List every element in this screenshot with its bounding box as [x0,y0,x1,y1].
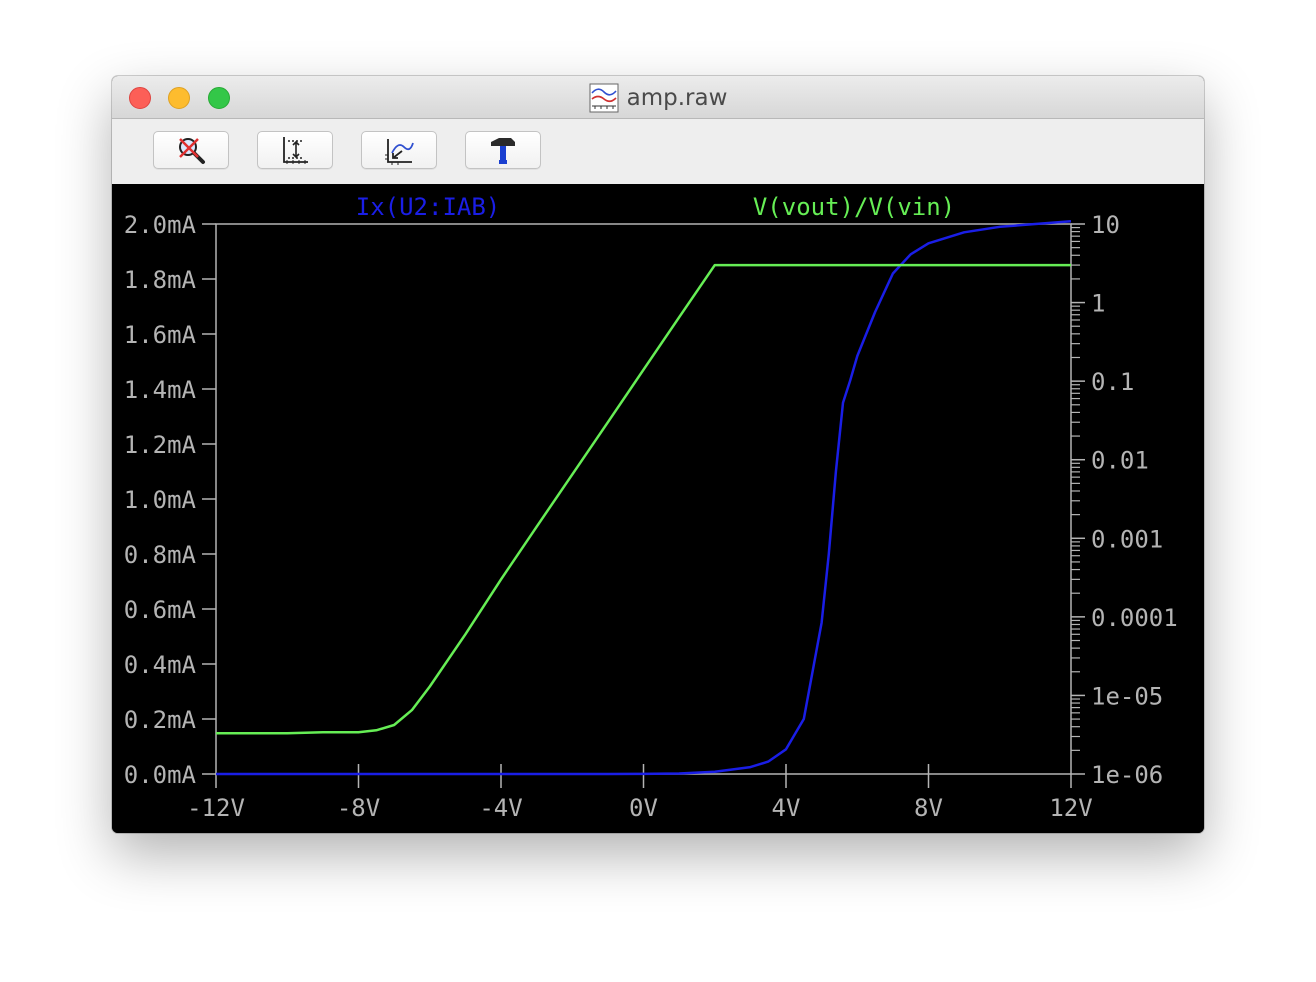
y-right-tick-label: 0.01 [1091,447,1149,475]
y-right-tick-label: 10 [1091,211,1120,239]
y-left-tick-label: 1.8mA [124,266,197,294]
minimize-button[interactable] [168,87,190,109]
chart[interactable]: -12V -8V -4V 0V 4V 8V 12V 0.0mA 0.2mA 0.4mA 0.6mA 0… [112,184,1204,833]
y-left-tick-label: 0.8mA [124,541,197,569]
legend-label: V(vout)/V(vin) [753,193,955,221]
y-left-tick-label: 0.0mA [124,761,197,789]
y-left-tick-label: 0.6mA [124,596,197,624]
y-right-tick-label: 1e-06 [1091,761,1163,789]
series-line-gain [216,263,1071,735]
zoom-cancel-icon [179,138,205,164]
x-tick-label: 8V [914,794,943,822]
x-tick-label: 4V [772,794,801,822]
x-tick-label: 0V [629,794,658,822]
zoom-back-icon [385,139,414,165]
zoom-window-button[interactable] [208,87,230,109]
y-left-tick-label: 1.2mA [124,431,197,459]
autorange-button[interactable] [257,131,333,169]
legend-label: Ix(U2:IAB) [356,193,501,221]
close-button[interactable] [129,87,151,109]
y-right-tick-label: 1e-05 [1091,682,1163,710]
plot-window: amp.raw [112,76,1204,833]
y-left-tick-label: 0.4mA [124,651,197,679]
y-right-tick-label: 0.1 [1091,368,1134,396]
y-left-tick-label: 1.4mA [124,376,197,404]
x-tick-label: -8V [337,794,380,822]
x-tick-label: 12V [1049,794,1092,822]
y-left-tick-label: 2.0mA [124,211,197,239]
plot-area[interactable]: -12V -8V -4V 0V 4V 8V 12V 0.0mA 0.2mA 0.4mA 0.6mA 0… [112,184,1204,833]
hammer-icon [491,138,515,164]
plot-frame [215,223,1072,775]
waveform-plot-icon [589,83,619,112]
y-left-tick-label: 1.0mA [124,486,197,514]
toolbar [112,119,1204,184]
y-left-tick-label: 1.6mA [124,321,197,349]
series-line-current [216,220,1072,776]
zoom-back-button[interactable] [361,131,437,169]
x-tick-label: -12V [187,794,245,822]
y-right-tick-label: 0.0001 [1091,604,1178,632]
x-tick-label: -4V [479,794,522,822]
zoom-cancel-button[interactable] [153,131,229,169]
y-right-tick-label: 0.001 [1091,525,1163,553]
y-left-tick-label: 0.2mA [124,706,197,734]
title-bar[interactable]: amp.raw [112,76,1204,119]
autorange-icon [283,137,308,164]
y-right-tick-label: 1 [1091,290,1105,318]
window-title: amp.raw [626,84,728,111]
hammer-button[interactable] [465,131,541,169]
